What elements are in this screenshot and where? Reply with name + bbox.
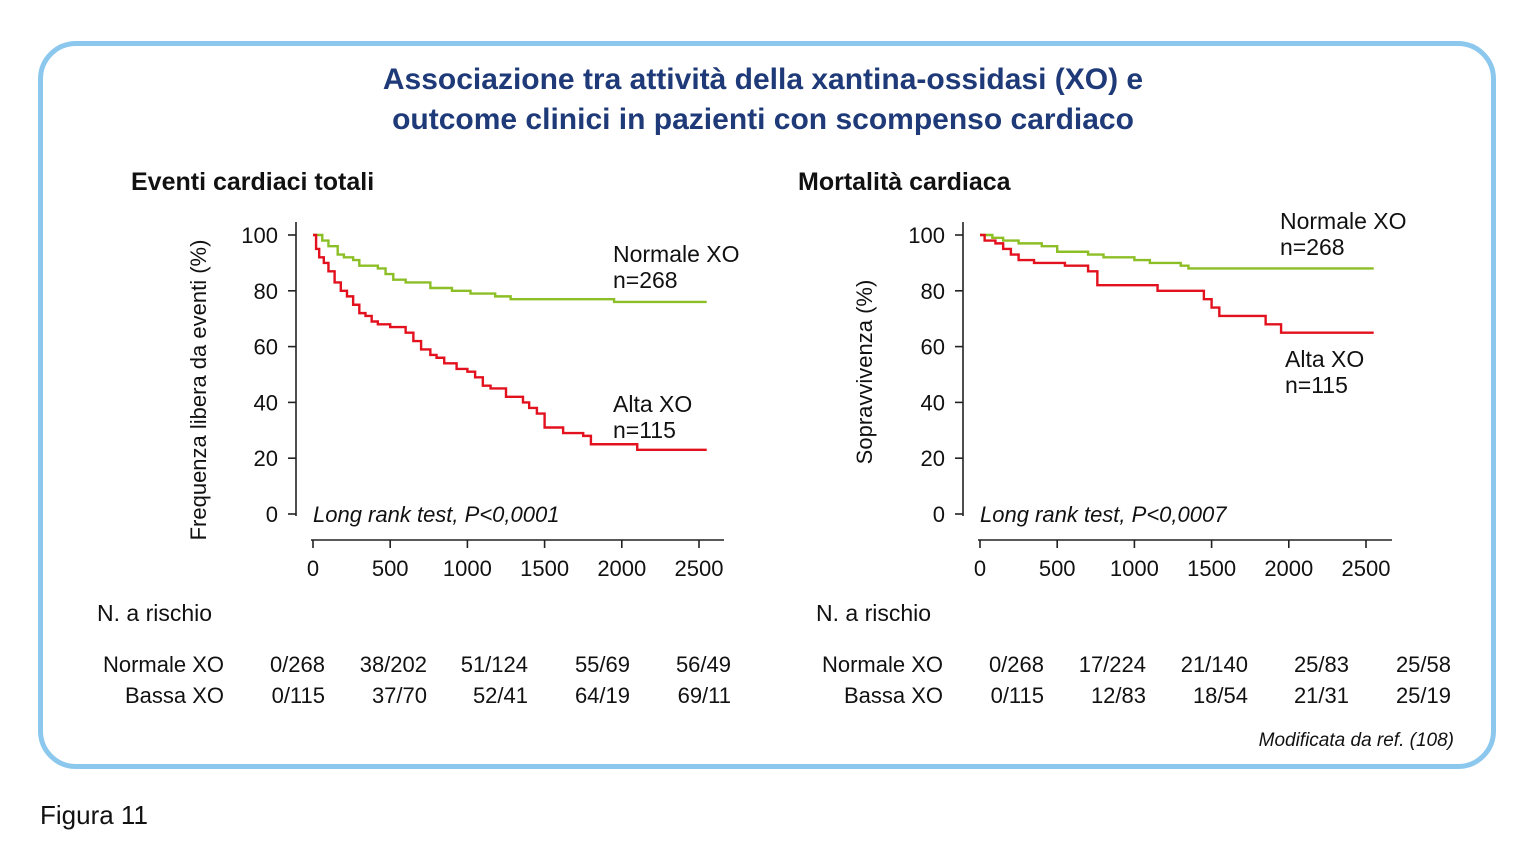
x-tick-label: 1000 bbox=[443, 556, 492, 581]
series-label: Alta XO bbox=[1285, 346, 1364, 372]
risk-cell: 0/268 bbox=[269, 652, 325, 677]
risk-row-label: Bassa XO bbox=[843, 683, 943, 708]
y-axis-label: Sopravvivenza (%) bbox=[852, 280, 877, 465]
risk-header-right: N. a rischio bbox=[816, 600, 932, 626]
y-tick-label: 80 bbox=[254, 279, 278, 304]
y-tick-label: 20 bbox=[254, 446, 278, 471]
risk-cell: 25/83 bbox=[1293, 652, 1349, 677]
risk-cell: 0/115 bbox=[271, 683, 325, 708]
risk-cell: 25/58 bbox=[1395, 652, 1451, 677]
risk-cell: 56/49 bbox=[675, 652, 731, 677]
risk-cell: 0/115 bbox=[990, 683, 1044, 708]
risk-row-label: Bassa XO bbox=[124, 683, 224, 708]
figure-title: Associazione tra attività della xantina-… bbox=[0, 60, 1526, 140]
risk-cell: 25/19 bbox=[1395, 683, 1451, 708]
y-tick-label: 60 bbox=[254, 335, 278, 360]
series-label: Alta XO bbox=[613, 391, 692, 417]
y-axis-label: Frequenza libera da eventi (%) bbox=[186, 240, 211, 541]
risk-cell: 0/268 bbox=[988, 652, 1044, 677]
x-tick-label: 2000 bbox=[1264, 556, 1313, 581]
risk-row-label: Normale XO bbox=[102, 652, 224, 677]
y-tick-label: 0 bbox=[266, 502, 278, 527]
risk-cell: 51/124 bbox=[460, 652, 528, 677]
series-label: Normale XO bbox=[613, 241, 740, 267]
x-tick-label: 1500 bbox=[1187, 556, 1236, 581]
y-tick-label: 80 bbox=[921, 279, 945, 304]
y-tick-label: 40 bbox=[921, 390, 945, 415]
risk-cell: 18/54 bbox=[1192, 683, 1248, 708]
figure-frame bbox=[38, 41, 1496, 769]
risk-cell: 21/140 bbox=[1180, 652, 1248, 677]
series-n-label: n=115 bbox=[613, 417, 676, 443]
figure-label: Figura 11 bbox=[40, 800, 148, 830]
series-n-label: n=268 bbox=[613, 267, 678, 293]
stat-annotation: Long rank test, P<0,0001 bbox=[313, 502, 559, 527]
chart-title-right: Mortalità cardiaca bbox=[798, 168, 1011, 196]
risk-header-left: N. a rischio bbox=[97, 600, 213, 626]
risk-cell: 12/83 bbox=[1090, 683, 1146, 708]
stat-annotation: Long rank test, P<0,0007 bbox=[980, 502, 1227, 527]
x-tick-label: 1000 bbox=[1110, 556, 1159, 581]
x-tick-label: 2500 bbox=[1342, 556, 1391, 581]
risk-cell: 37/70 bbox=[371, 683, 427, 708]
series-line-normale-xo bbox=[313, 233, 707, 304]
risk-cell: 52/41 bbox=[472, 683, 528, 708]
series-n-label: n=115 bbox=[1285, 372, 1348, 398]
x-tick-label: 2500 bbox=[675, 556, 724, 581]
series-line-alta-xo bbox=[980, 233, 1374, 334]
x-tick-label: 1500 bbox=[520, 556, 569, 581]
risk-cell: 21/31 bbox=[1293, 683, 1349, 708]
series-label: Normale XO bbox=[1280, 208, 1407, 234]
risk-cell: 55/69 bbox=[574, 652, 630, 677]
risk-cell: 69/11 bbox=[677, 683, 731, 708]
source-note: Modificata da ref. (108) bbox=[1258, 730, 1454, 751]
risk-cell: 17/224 bbox=[1078, 652, 1146, 677]
chart-title-left: Eventi cardiaci totali bbox=[131, 168, 375, 196]
y-tick-label: 0 bbox=[933, 502, 945, 527]
series-n-label: n=268 bbox=[1280, 234, 1345, 260]
x-tick-label: 0 bbox=[307, 556, 319, 581]
risk-cell: 38/202 bbox=[359, 652, 427, 677]
title-line-1: Associazione tra attività della xantina-… bbox=[382, 63, 1144, 96]
x-tick-label: 500 bbox=[372, 556, 409, 581]
x-tick-label: 0 bbox=[974, 556, 986, 581]
y-tick-label: 60 bbox=[921, 335, 945, 360]
title-line-2: outcome clinici in pazienti con scompens… bbox=[392, 103, 1134, 136]
series-line-normale-xo bbox=[980, 233, 1374, 270]
series-line-alta-xo bbox=[313, 233, 707, 452]
x-tick-label: 2000 bbox=[597, 556, 646, 581]
x-tick-label: 500 bbox=[1039, 556, 1076, 581]
y-tick-label: 40 bbox=[254, 390, 278, 415]
risk-cell: 64/19 bbox=[574, 683, 630, 708]
y-tick-label: 100 bbox=[908, 223, 945, 248]
y-tick-label: 100 bbox=[241, 223, 278, 248]
risk-row-label: Normale XO bbox=[821, 652, 943, 677]
y-tick-label: 20 bbox=[921, 446, 945, 471]
